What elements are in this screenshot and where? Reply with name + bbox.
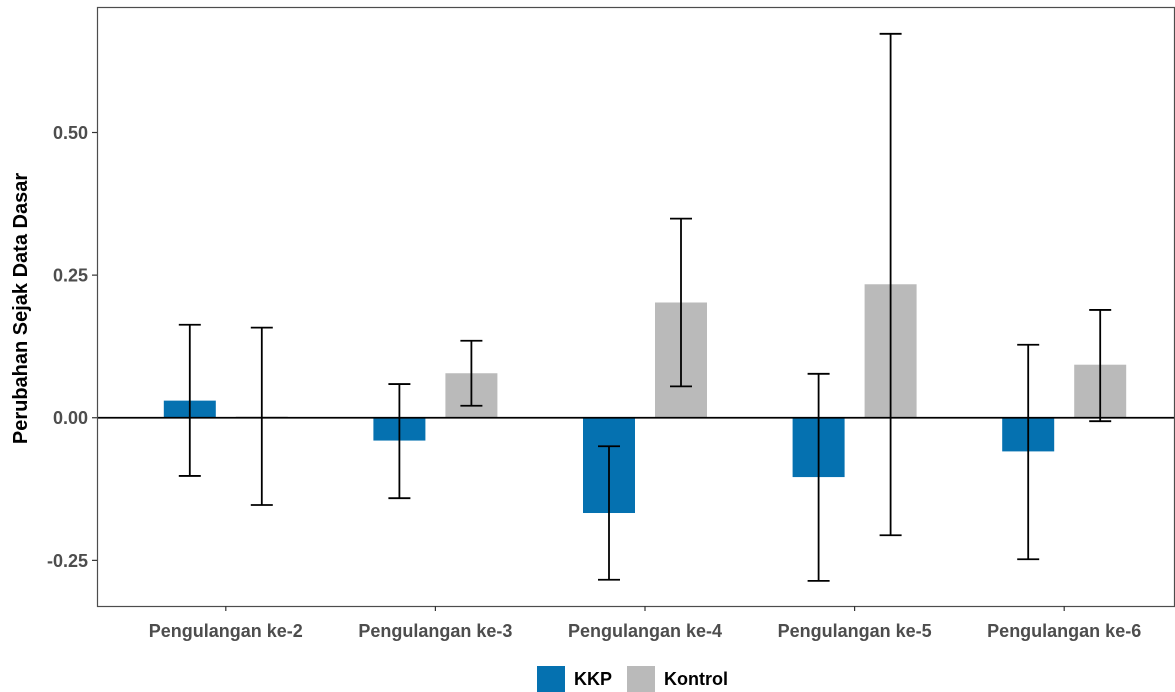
errorbars-layer: [178, 32, 1112, 582]
y-tick-label: -0.25: [47, 551, 88, 571]
x-tick-label: Pengulangan ke-5: [778, 621, 932, 641]
y-tick-label: 0.00: [53, 408, 88, 428]
x-axis: Pengulangan ke-2 Pengulangan ke-3 Pengulan…: [149, 606, 1141, 641]
x-tick-label: Pengulangan ke-2: [149, 621, 303, 641]
errorbar-kontrol-6: [1089, 309, 1112, 423]
y-axis-title: Perubahan Sejak Data Dasar: [10, 173, 32, 444]
errorbar-kkp-2: [178, 323, 201, 477]
legend-label-kkp: KKP: [574, 669, 612, 689]
x-tick-label: Pengulangan ke-4: [568, 621, 722, 641]
x-tick-label: Pengulangan ke-6: [987, 621, 1141, 641]
legend: KKP Kontrol: [537, 666, 728, 692]
errorbar-kkp-3: [388, 383, 411, 500]
errorbar-kkp-5: [807, 372, 830, 582]
errorbar-kontrol-2: [250, 326, 273, 506]
y-tick-label: 0.50: [53, 123, 88, 143]
legend-label-kontrol: Kontrol: [664, 669, 728, 689]
legend-item-kkp: KKP: [537, 666, 612, 692]
errorbar-kontrol-3: [460, 339, 483, 407]
errorbar-kontrol-5: [879, 32, 902, 537]
errorbar-kontrol-4: [670, 217, 692, 388]
legend-swatch-kontrol: [627, 666, 655, 692]
legend-swatch-kkp: [537, 666, 565, 692]
y-tick-label: 0.25: [53, 266, 88, 286]
errorbar-kkp-4: [598, 445, 620, 581]
legend-item-kontrol: Kontrol: [627, 666, 728, 692]
y-axis: -0.25 0.00 0.25 0.50: [47, 123, 97, 571]
bars-layer: [163, 284, 1127, 514]
x-tick-label: Pengulangan ke-3: [358, 621, 512, 641]
panel-border: [96, 6, 1175, 608]
errorbar-kkp-6: [1017, 343, 1040, 561]
